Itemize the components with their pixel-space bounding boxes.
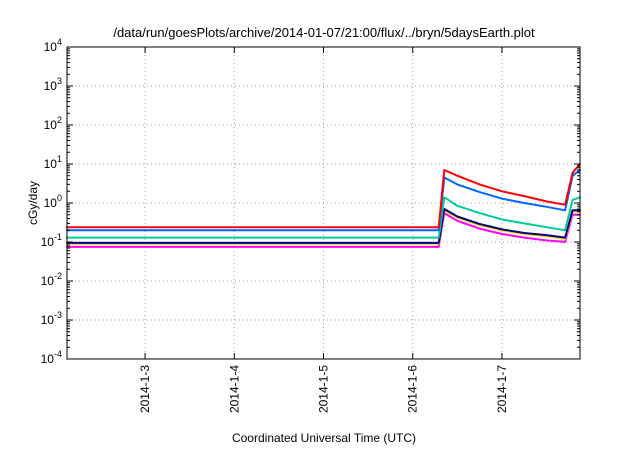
y-tick-exponent: 0 (57, 193, 62, 203)
y-tick-exponent: -3 (54, 310, 62, 320)
x-tick-label: 2014-1-4 (227, 365, 241, 413)
y-tick-exponent: 1 (57, 154, 62, 164)
y-axis-label: cGy/day (26, 181, 40, 225)
series-line (66, 196, 581, 239)
y-tick-exponent: -4 (54, 349, 62, 359)
y-tick-exponent: 2 (57, 115, 62, 125)
y-tick-label: 102 (44, 115, 62, 132)
x-tick-label: 2014-1-6 (406, 365, 420, 413)
x-tick-label: 2014-1-5 (317, 365, 331, 413)
y-tick-base: 10 (44, 118, 58, 132)
series-line (66, 169, 581, 232)
y-tick-exponent: -2 (54, 271, 62, 281)
y-tick-exponent: -1 (54, 232, 62, 242)
series-group (66, 163, 581, 248)
series-line (66, 163, 581, 229)
x-axis-label: Coordinated Universal Time (UTC) (232, 431, 416, 445)
y-tick-label: 104 (44, 37, 62, 54)
grid (67, 47, 580, 359)
y-tick-exponent: 4 (57, 37, 62, 47)
y-tick-base: 10 (41, 313, 55, 327)
y-tick-base: 10 (44, 79, 58, 93)
y-tick-base: 10 (41, 352, 55, 366)
series-line (66, 212, 581, 248)
y-tick-exponent: 3 (57, 76, 62, 86)
y-tick-base: 10 (44, 40, 58, 54)
x-tick-label: 2014-1-3 (138, 365, 152, 413)
y-tick-base: 10 (41, 235, 55, 249)
y-tick-base: 10 (44, 157, 58, 171)
y-tick-label: 103 (44, 76, 62, 93)
series-line (66, 208, 581, 244)
y-tick-base: 10 (44, 196, 58, 210)
y-tick-label: 101 (44, 154, 62, 171)
y-tick-label: 10-1 (41, 232, 62, 249)
y-tick-label: 100 (44, 193, 62, 210)
y-tick-label: 10-2 (41, 271, 62, 288)
y-tick-label: 10-4 (41, 349, 62, 366)
chart-title: /data/run/goesPlots/archive/2014-01-07/2… (113, 25, 535, 40)
y-tick-base: 10 (41, 274, 55, 288)
y-tick-label: 10-3 (41, 310, 62, 327)
x-tick-label: 2014-1-7 (495, 365, 509, 413)
